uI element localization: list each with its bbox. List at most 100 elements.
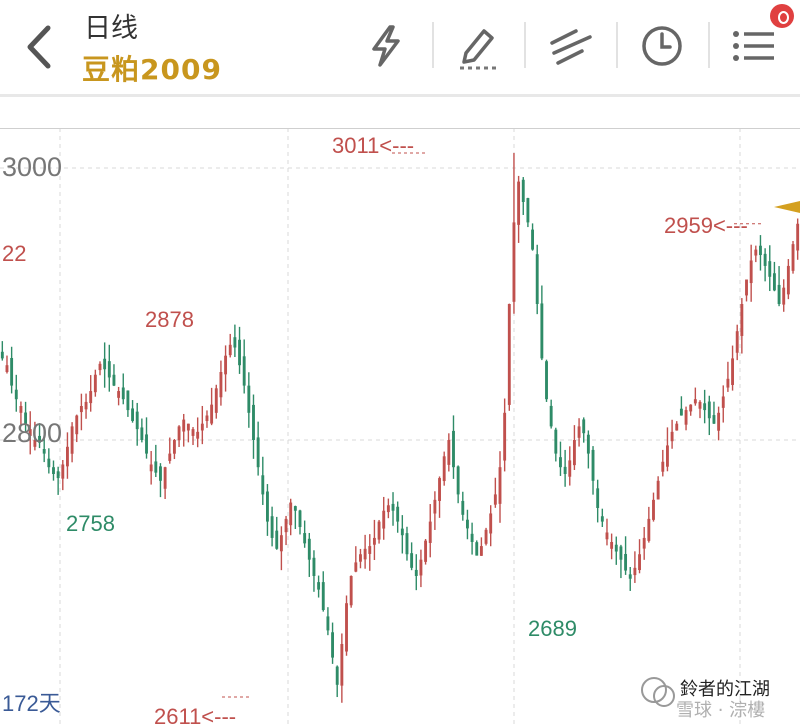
back-button[interactable] [18,22,62,72]
candle-body [233,337,237,348]
candle-body [517,181,521,225]
annotation-high: 3011<--- [332,133,415,158]
candle-body [210,404,214,424]
candle-body [638,554,641,571]
candle-body [675,423,679,431]
candle-body [159,466,162,481]
candle-body [526,198,530,223]
history-button[interactable] [630,14,694,78]
toolbar-divider [616,22,618,68]
candle-body [717,412,721,431]
candle-body [410,553,414,568]
candle-body [586,434,590,454]
candle-body [498,467,502,504]
candle-body [326,616,330,631]
candle-body [228,344,232,356]
candle-body [559,457,562,468]
candle-body [563,466,567,474]
candle-body [647,518,651,541]
candle-body [693,399,697,404]
candle-body [24,412,28,424]
candle-body [596,488,600,508]
notification-badge[interactable] [770,4,794,28]
candle-body [721,396,725,408]
indicator-button[interactable] [538,14,602,78]
candle-body [205,415,209,422]
menu-button[interactable] [722,14,786,78]
candle-body [70,426,74,454]
candle-body [707,401,711,419]
candle-body [442,456,446,482]
candle-body [168,453,172,461]
candle-body [475,542,479,556]
candle-body [582,419,586,434]
candle-body [38,435,41,443]
candle-body [28,429,32,436]
candle-body [140,427,144,440]
candle-body [438,478,441,501]
candle-body [786,265,790,295]
menu-icon [733,31,774,61]
candle-body [610,542,614,549]
candle-body [66,446,69,467]
candle-body [126,390,130,411]
watermark-text: 鈴者的江湖 [680,679,770,700]
draw-button[interactable] [446,14,510,78]
candle-body [754,249,758,256]
candle-body [531,229,534,250]
candle-body [75,415,79,435]
candle-body [163,467,167,489]
candle-body [447,440,451,465]
annotation-2611: 2611<--- [154,704,237,724]
candle-body [656,480,660,500]
candlestick-chart[interactable] [0,128,800,724]
candle-body [93,374,97,393]
candle-body [279,535,283,552]
candle-body [56,471,60,479]
candle-body [172,440,176,454]
price-axis-label-2800: 2800 [2,418,63,448]
annotation-2689: 2689 [528,616,577,641]
instrument-name: 豆粕2009 [82,53,222,86]
candle-body [298,510,302,528]
candle-body [368,546,372,554]
candle-body [507,304,511,405]
candle-body [521,179,525,202]
candle-body [782,287,786,305]
candle-body [545,361,548,400]
candle-body [489,513,493,534]
candle-body [186,423,190,431]
candle-body [89,391,93,404]
candle-body [242,356,246,386]
candle-body [145,434,148,454]
candle-body [391,503,395,511]
lightning-icon [372,25,400,67]
candle-body [479,546,483,556]
candle-body [568,460,572,477]
candle-body [52,467,55,474]
candle-body [377,521,381,540]
candle-body [396,506,400,522]
candle-body [600,516,604,522]
candle-body [117,391,121,398]
flash-button[interactable] [354,14,418,78]
candle-body [61,464,65,479]
candle-body [270,516,274,538]
candle-body [763,253,767,266]
candle-body [224,355,228,375]
watermark-subtext: 雪球 · 淙樓 [676,700,766,721]
candle-body [289,502,293,526]
candle-body [5,365,9,372]
candle-body [466,519,469,529]
candle-body [772,273,776,291]
candle-body [493,494,497,505]
candle-body [759,245,762,256]
candle-body [633,567,637,576]
candle-body [791,244,795,271]
candle-body [428,521,432,543]
candle-body [456,466,460,495]
candle-body [414,569,418,576]
candle-body [256,437,260,468]
candle-body [238,339,241,366]
candle-body [19,406,23,413]
